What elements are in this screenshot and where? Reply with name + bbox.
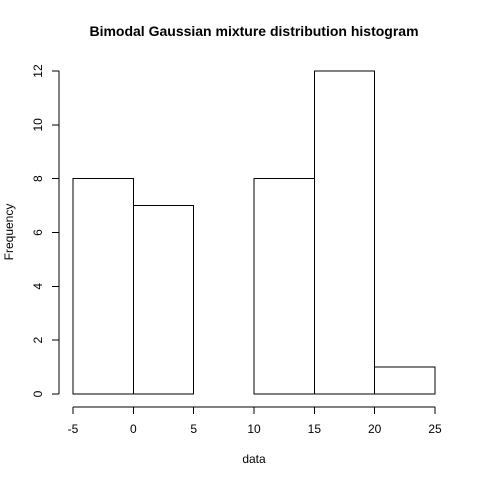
y-tick-label: 0 bbox=[31, 390, 45, 397]
x-tick-label: 15 bbox=[308, 422, 322, 436]
x-tick-label: 10 bbox=[247, 422, 261, 436]
histogram-bar bbox=[253, 178, 315, 395]
x-tick-label: -5 bbox=[68, 422, 79, 436]
x-tick-label: 25 bbox=[428, 422, 442, 436]
y-axis-label: Frequency bbox=[2, 204, 16, 261]
x-tick-label: 0 bbox=[130, 422, 137, 436]
y-tick-label: 8 bbox=[31, 175, 45, 182]
x-axis-label: data bbox=[242, 452, 266, 466]
chart-title: Bimodal Gaussian mixture distribution hi… bbox=[89, 23, 418, 39]
y-tick-label: 10 bbox=[31, 118, 45, 132]
histogram-bar bbox=[374, 366, 436, 395]
y-tick-label: 6 bbox=[31, 229, 45, 236]
x-tick-label: 5 bbox=[190, 422, 197, 436]
y-axis: 0 2 4 6 8 10 12 bbox=[31, 64, 60, 397]
x-tick-label: 20 bbox=[368, 422, 382, 436]
y-tick-label: 2 bbox=[31, 337, 45, 344]
x-axis: -5 0 5 10 15 20 25 bbox=[68, 406, 442, 436]
y-tick-label: 4 bbox=[31, 283, 45, 290]
bars-group bbox=[72, 70, 436, 395]
histogram-bar bbox=[72, 178, 134, 395]
histogram-bar bbox=[132, 205, 195, 395]
y-tick-label: 12 bbox=[31, 64, 45, 78]
histogram-bar bbox=[313, 70, 376, 395]
